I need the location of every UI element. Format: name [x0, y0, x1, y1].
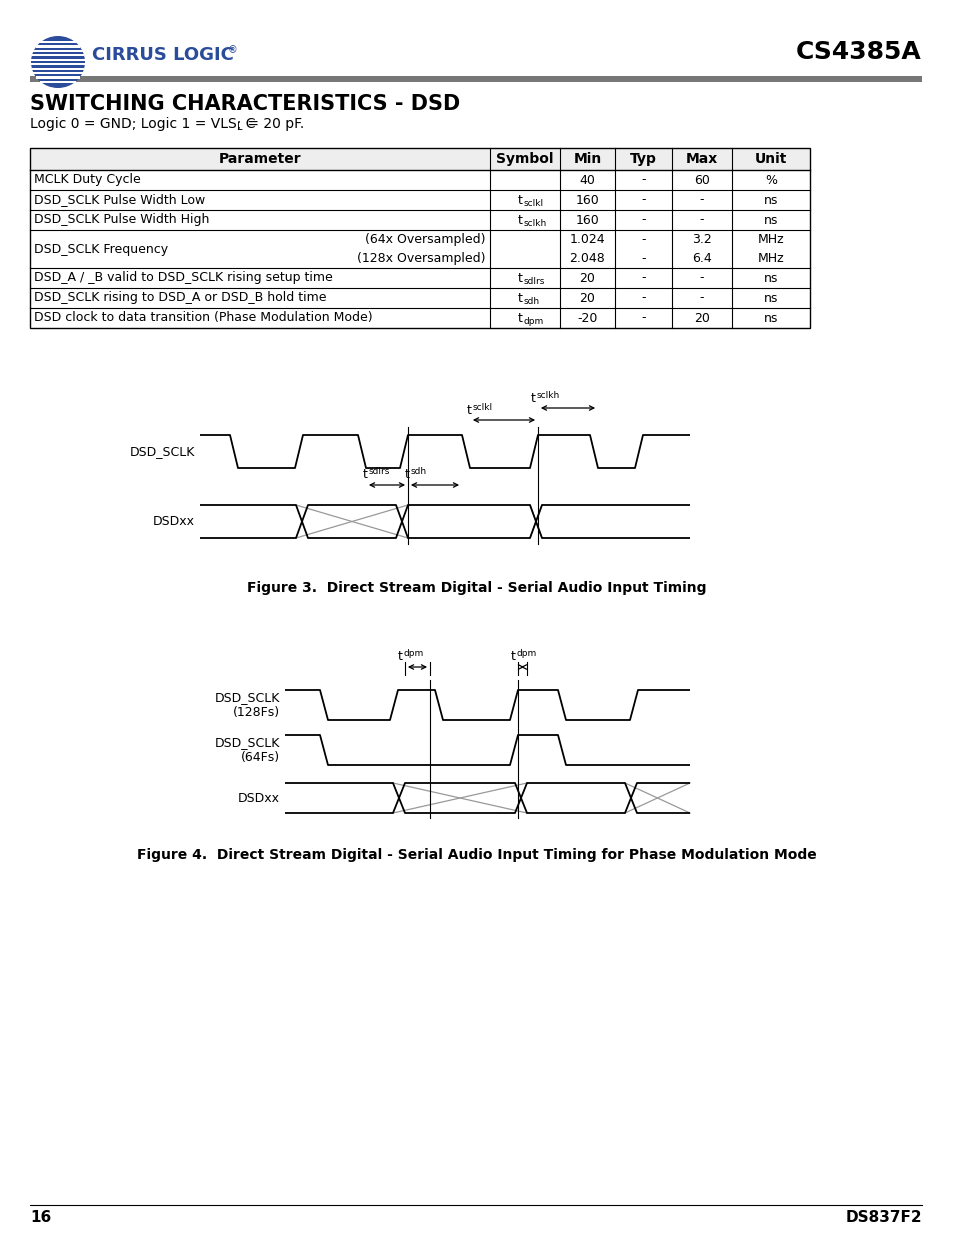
Text: t: t	[517, 194, 522, 206]
Text: ns: ns	[763, 194, 778, 206]
Text: DSD_SCLK
(128Fs): DSD_SCLK (128Fs)	[214, 692, 280, 719]
Text: DSDxx: DSDxx	[152, 515, 194, 529]
Text: dpm: dpm	[523, 316, 543, 326]
Text: -: -	[640, 194, 645, 206]
Text: 160: 160	[575, 214, 598, 226]
Text: t: t	[397, 650, 402, 662]
Text: L: L	[236, 122, 242, 132]
Text: Figure 4.  Direct Stream Digital - Serial Audio Input Timing for Phase Modulatio: Figure 4. Direct Stream Digital - Serial…	[137, 848, 816, 862]
Text: -: -	[640, 214, 645, 226]
Text: t: t	[517, 291, 522, 305]
Text: 3.2: 3.2	[691, 233, 711, 246]
Text: t: t	[517, 214, 522, 226]
Text: t: t	[405, 468, 410, 482]
Text: sdlrs: sdlrs	[523, 277, 545, 285]
Text: 2.048: 2.048	[569, 252, 605, 266]
Text: MHz: MHz	[757, 233, 783, 246]
Bar	[36, 46, 80, 47]
Text: DSDxx: DSDxx	[237, 792, 280, 804]
Text: -: -	[640, 291, 645, 305]
Text: DSD_SCLK
(64Fs): DSD_SCLK (64Fs)	[214, 736, 280, 764]
Text: sclkl: sclkl	[523, 199, 543, 207]
Text: DSD_A / _B valid to DSD_SCLK rising setup time: DSD_A / _B valid to DSD_SCLK rising setu…	[34, 272, 333, 284]
Text: 20: 20	[694, 311, 709, 325]
Text: (64x Oversampled): (64x Oversampled)	[365, 233, 485, 246]
Text: Parameter: Parameter	[218, 152, 301, 165]
Text: t: t	[511, 650, 516, 662]
Text: CS4385A: CS4385A	[796, 40, 921, 64]
Bar	[33, 72, 83, 74]
Text: %: %	[764, 173, 776, 186]
Text: -: -	[640, 311, 645, 325]
Text: DSD_SCLK rising to DSD_A or DSD_B hold time: DSD_SCLK rising to DSD_A or DSD_B hold t…	[34, 291, 326, 305]
Text: 6.4: 6.4	[691, 252, 711, 266]
Text: DSD_SCLK: DSD_SCLK	[130, 445, 194, 458]
Text: (128x Oversampled): (128x Oversampled)	[357, 252, 485, 266]
Text: Max: Max	[685, 152, 718, 165]
Text: DSD_SCLK Pulse Width High: DSD_SCLK Pulse Width High	[34, 214, 209, 226]
Text: 16: 16	[30, 1210, 51, 1225]
Text: sdh: sdh	[523, 296, 539, 305]
Text: -: -	[640, 173, 645, 186]
Bar	[33, 49, 83, 52]
Text: Unit: Unit	[754, 152, 786, 165]
Text: 20: 20	[579, 291, 595, 305]
Text: ns: ns	[763, 311, 778, 325]
Text: 160: 160	[575, 194, 598, 206]
Bar	[30, 148, 809, 329]
Text: 60: 60	[694, 173, 709, 186]
Bar	[31, 54, 84, 57]
Text: -20: -20	[577, 311, 598, 325]
Text: -: -	[699, 214, 703, 226]
Text: sdh: sdh	[411, 468, 427, 477]
Text: ®: ®	[228, 44, 237, 56]
Text: -: -	[699, 291, 703, 305]
Text: -: -	[640, 233, 645, 246]
Bar	[31, 68, 84, 69]
Text: MHz: MHz	[757, 252, 783, 266]
Text: t: t	[517, 272, 522, 284]
Text: = 20 pF.: = 20 pF.	[243, 117, 304, 131]
Text: sclkl: sclkl	[473, 403, 493, 411]
Text: -: -	[640, 272, 645, 284]
Text: Figure 3.  Direct Stream Digital - Serial Audio Input Timing: Figure 3. Direct Stream Digital - Serial…	[247, 580, 706, 595]
Text: Symbol: Symbol	[496, 152, 553, 165]
Bar	[36, 77, 80, 79]
Text: DSD clock to data transition (Phase Modulation Mode): DSD clock to data transition (Phase Modu…	[34, 311, 373, 325]
Text: MCLK Duty Cycle: MCLK Duty Cycle	[34, 173, 141, 186]
Text: ns: ns	[763, 214, 778, 226]
Text: 1.024: 1.024	[569, 233, 604, 246]
Text: sclkh: sclkh	[537, 390, 559, 399]
Text: -: -	[699, 194, 703, 206]
Text: DSD_SCLK Pulse Width Low: DSD_SCLK Pulse Width Low	[34, 194, 205, 206]
Text: 40: 40	[579, 173, 595, 186]
Text: Min: Min	[573, 152, 601, 165]
Text: sclkh: sclkh	[523, 219, 547, 227]
Text: DS837F2: DS837F2	[844, 1210, 921, 1225]
Bar	[40, 82, 76, 83]
Text: t: t	[467, 404, 472, 416]
Text: CIRRUS LOGIC: CIRRUS LOGIC	[91, 46, 233, 64]
Text: t: t	[363, 468, 368, 482]
Text: t: t	[517, 311, 522, 325]
Bar	[31, 63, 85, 65]
Text: t: t	[531, 391, 536, 405]
Text: -: -	[640, 252, 645, 266]
Bar	[40, 41, 76, 43]
Text: Logic 0 = GND; Logic 1 = VLS; C: Logic 0 = GND; Logic 1 = VLS; C	[30, 117, 255, 131]
Text: dpm: dpm	[517, 648, 537, 657]
Text: ns: ns	[763, 291, 778, 305]
Bar	[30, 148, 809, 170]
Bar	[30, 77, 921, 82]
Text: -: -	[699, 272, 703, 284]
Text: ns: ns	[763, 272, 778, 284]
Ellipse shape	[30, 36, 85, 88]
Text: Typ: Typ	[629, 152, 657, 165]
Text: SWITCHING CHARACTERISTICS - DSD: SWITCHING CHARACTERISTICS - DSD	[30, 94, 459, 114]
Text: dpm: dpm	[403, 648, 424, 657]
Text: 20: 20	[579, 272, 595, 284]
Bar	[31, 59, 85, 61]
Text: DSD_SCLK Frequency: DSD_SCLK Frequency	[34, 242, 168, 256]
Text: sdlrs: sdlrs	[369, 468, 390, 477]
